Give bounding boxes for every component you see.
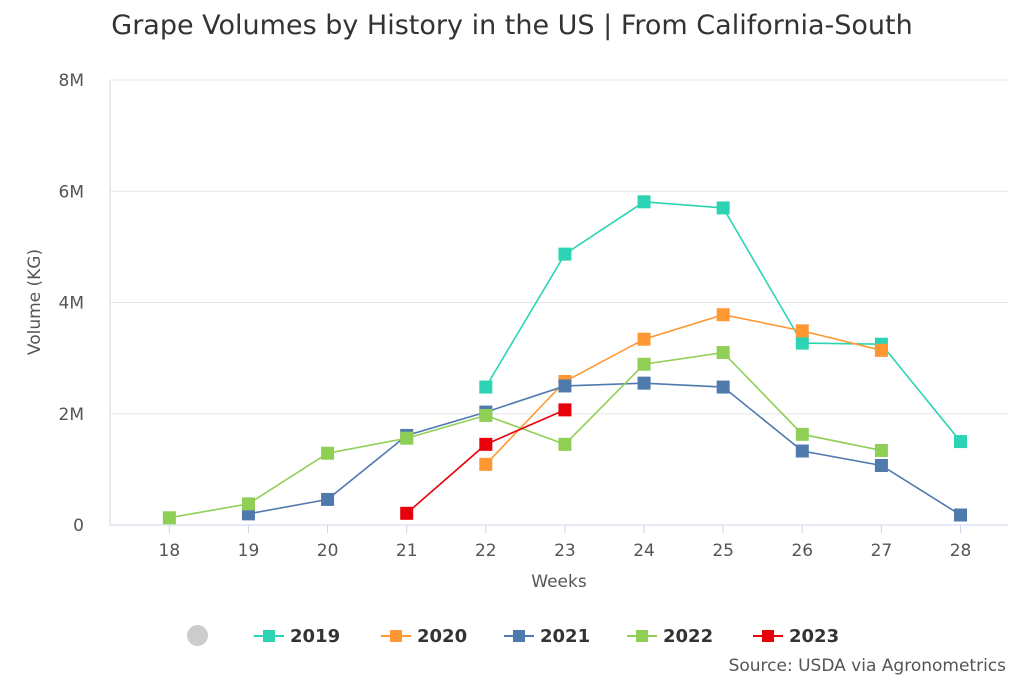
- legend-item-2019[interactable]: 2019: [254, 622, 340, 650]
- data-point-2019[interactable]: [637, 195, 651, 209]
- legend-item-2023[interactable]: 2023: [753, 622, 839, 650]
- x-tick-label: 18: [159, 541, 181, 561]
- y-axis-title: Volume (KG): [25, 249, 45, 355]
- x-tick-label: 23: [554, 541, 576, 561]
- legend-symbol: [627, 622, 657, 650]
- data-point-2019[interactable]: [558, 247, 572, 261]
- x-tick-label: 25: [712, 541, 734, 561]
- y-tick-label: 4M: [59, 294, 84, 314]
- legend-item-2022[interactable]: 2022: [627, 622, 713, 650]
- data-point-2022[interactable]: [795, 427, 809, 441]
- x-tick-label: 21: [396, 541, 418, 561]
- data-point-2022[interactable]: [637, 357, 651, 371]
- series-2022[interactable]: [162, 346, 888, 525]
- x-tick-label: 27: [871, 541, 893, 561]
- data-point-2020[interactable]: [479, 457, 493, 471]
- data-point-2023[interactable]: [400, 506, 414, 520]
- chart-title: Grape Volumes by History in the US | Fro…: [111, 10, 913, 41]
- data-point-2022[interactable]: [479, 408, 493, 422]
- data-point-2021[interactable]: [874, 458, 888, 472]
- data-point-2021[interactable]: [558, 379, 572, 393]
- legend-symbol: [504, 622, 534, 650]
- legend-symbol: [254, 622, 284, 650]
- legend: 2019 2020 2021 2022 2023: [0, 622, 1024, 650]
- legend-label: 2023: [789, 625, 840, 647]
- data-point-2019[interactable]: [795, 336, 809, 350]
- data-point-2022[interactable]: [400, 431, 414, 445]
- series-line-2020: [485, 313, 882, 465]
- data-point-2020[interactable]: [716, 308, 730, 322]
- x-tick-label: 20: [317, 541, 339, 561]
- series-line-2019: [485, 200, 962, 443]
- data-point-2021[interactable]: [637, 376, 651, 390]
- data-point-2020[interactable]: [795, 324, 809, 338]
- series-line-2022: [169, 351, 882, 519]
- x-tick-label: 22: [475, 541, 497, 561]
- y-tick-label: 6M: [59, 182, 84, 202]
- data-point-2022[interactable]: [162, 511, 176, 525]
- data-point-2023[interactable]: [479, 437, 493, 451]
- x-tick-label: 19: [238, 541, 260, 561]
- line-chart: 0 2M 4M 6M 8M 18 19 20 21 22 23 24 25 26 27 28 Volume …: [25, 71, 1008, 592]
- data-point-2020[interactable]: [874, 343, 888, 357]
- data-point-2021[interactable]: [795, 444, 809, 458]
- data-point-2019[interactable]: [954, 435, 968, 449]
- legend-label: 2022: [663, 625, 714, 647]
- series-2019[interactable]: [479, 195, 968, 449]
- data-point-2021[interactable]: [716, 380, 730, 394]
- legend-toggle-all-button[interactable]: [187, 625, 208, 646]
- x-tick-label: 26: [791, 541, 813, 561]
- x-tick-label: 28: [950, 541, 972, 561]
- y-axis-ticks: 0 2M 4M 6M 8M: [59, 71, 84, 536]
- y-tick-label: 2M: [59, 405, 84, 425]
- legend-label: 2019: [290, 625, 341, 647]
- series-2020[interactable]: [479, 308, 888, 471]
- x-axis-title: Weeks: [531, 572, 587, 592]
- y-tick-label: 8M: [59, 71, 84, 91]
- legend-label: 2021: [540, 625, 591, 647]
- x-tick-label: 24: [633, 541, 655, 561]
- series-group: [162, 195, 968, 525]
- data-point-2022[interactable]: [321, 446, 335, 460]
- legend-symbol: [753, 622, 783, 650]
- legend-symbol: [381, 622, 411, 650]
- data-point-2023[interactable]: [558, 403, 572, 417]
- legend-item-2020[interactable]: 2020: [381, 622, 467, 650]
- grid-lines: [109, 79, 1008, 526]
- series-2023[interactable]: [400, 403, 572, 520]
- data-point-2020[interactable]: [637, 332, 651, 346]
- data-point-2019[interactable]: [716, 201, 730, 215]
- data-point-2021[interactable]: [241, 507, 255, 521]
- source-note: Source: USDA via Agronometrics: [728, 656, 1006, 676]
- y-tick-label: 0: [73, 516, 84, 536]
- data-point-2022[interactable]: [874, 443, 888, 457]
- data-point-2022[interactable]: [241, 497, 255, 511]
- data-point-2022[interactable]: [716, 346, 730, 360]
- data-point-2021[interactable]: [954, 508, 968, 522]
- data-point-2019[interactable]: [479, 380, 493, 394]
- x-axis-ticks: 18 19 20 21 22 23 24 25 26 27 28: [159, 525, 972, 561]
- series-line-2021: [248, 382, 961, 516]
- data-point-2021[interactable]: [321, 492, 335, 506]
- data-point-2022[interactable]: [558, 437, 572, 451]
- legend-label: 2020: [417, 625, 468, 647]
- legend-item-2021[interactable]: 2021: [504, 622, 590, 650]
